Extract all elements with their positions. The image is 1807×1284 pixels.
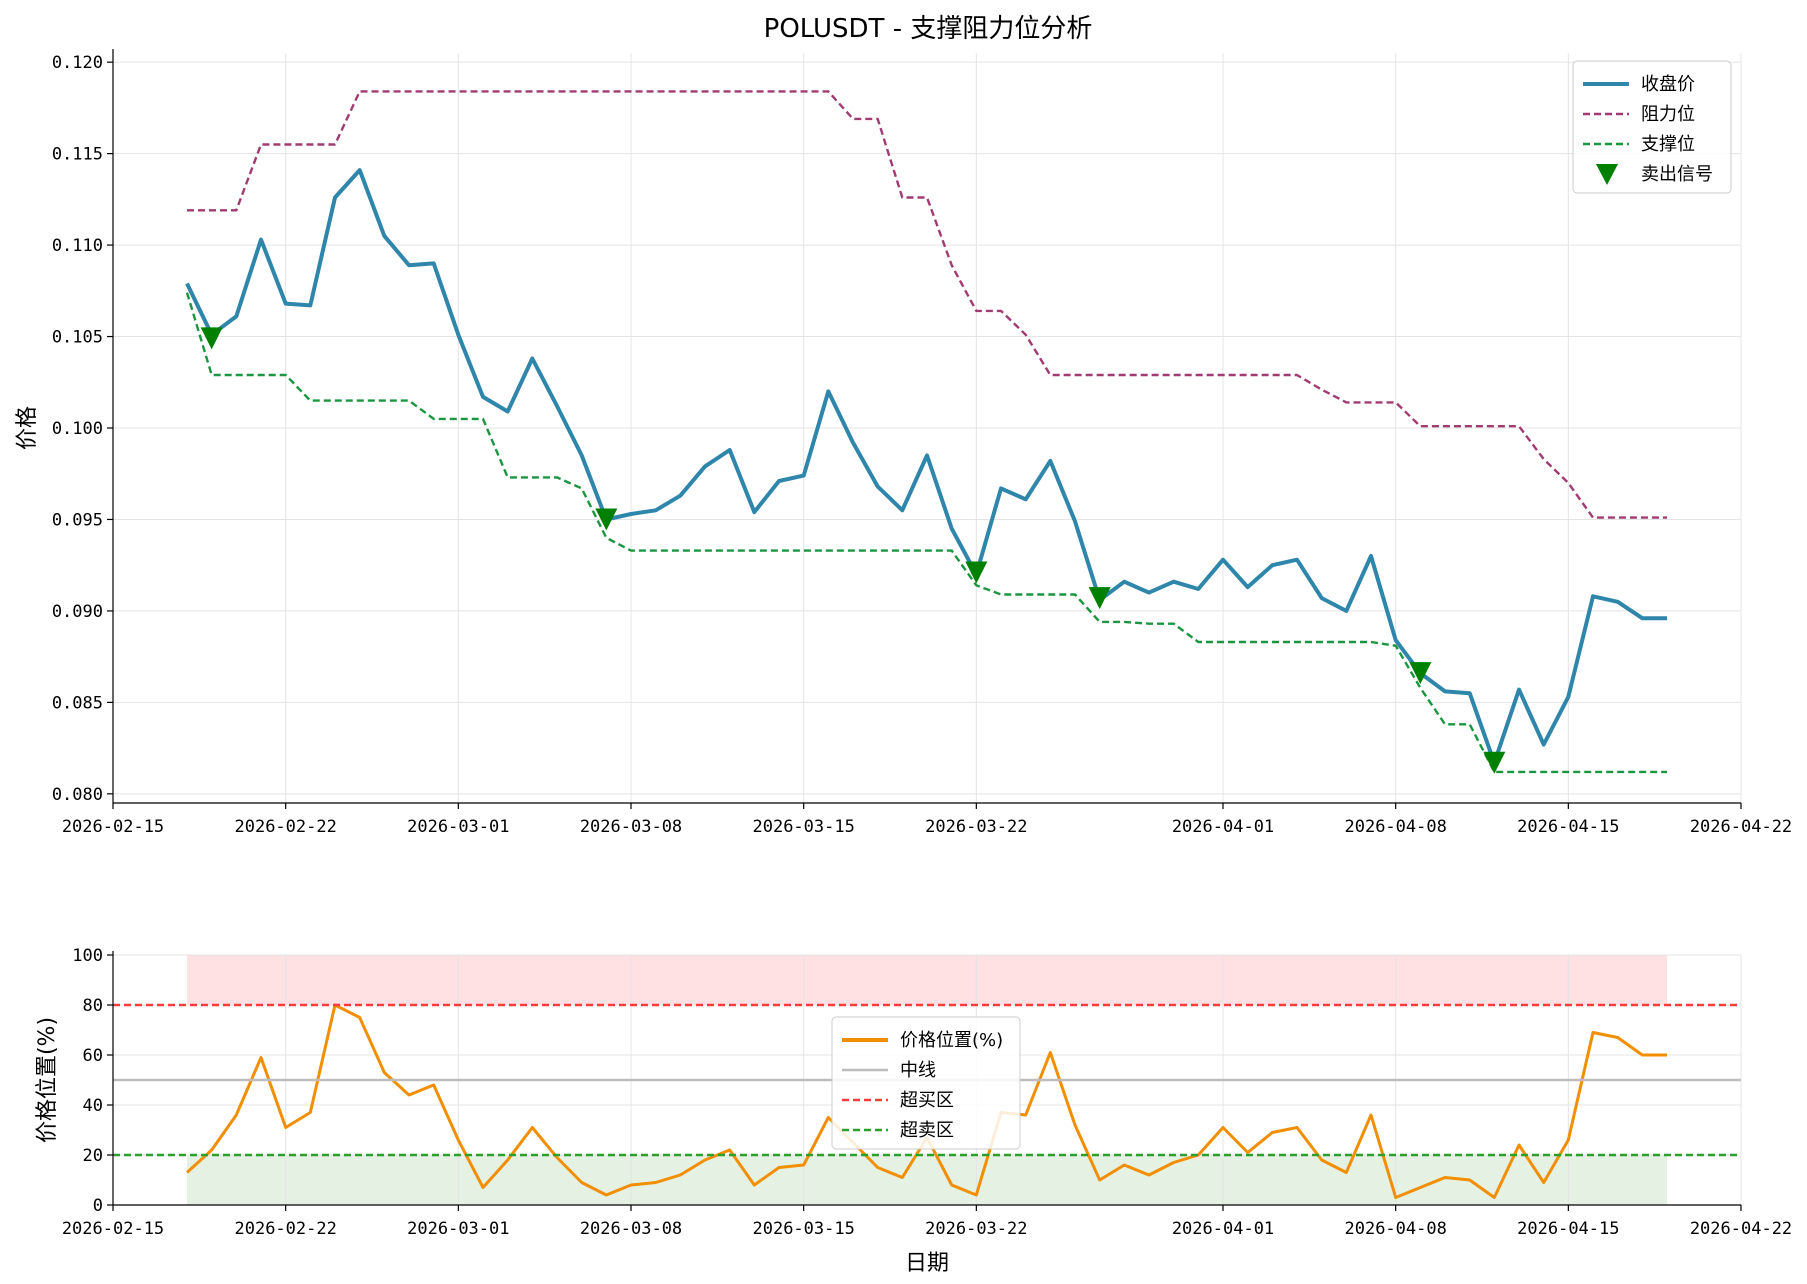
y-tick-label: 0 — [93, 1196, 103, 1216]
chart-title: POLUSDT - 支撑阻力位分析 — [764, 14, 1093, 44]
x-tick-label: 2026-03-15 — [752, 1219, 854, 1239]
y-tick-label: 80 — [83, 996, 103, 1016]
sell-signal-marker — [200, 327, 223, 350]
y-tick-label: 0.090 — [52, 602, 103, 622]
x-tick-label: 2026-04-15 — [1517, 817, 1619, 837]
series-line-0 — [185, 168, 1667, 765]
legend-entry: 阻力位 — [1641, 104, 1695, 125]
zone-band-1 — [187, 1155, 1667, 1205]
series-line-2 — [185, 292, 1667, 774]
y-tick-label: 0.100 — [52, 419, 103, 439]
legend-swatch — [1596, 164, 1618, 185]
y-tick-label: 0.095 — [52, 510, 103, 530]
legend-entry: 支撑位 — [1641, 134, 1695, 155]
legend-entry: 中线 — [900, 1060, 936, 1081]
x-tick-label: 2026-02-15 — [62, 817, 164, 837]
x-tick-label: 2026-03-22 — [925, 817, 1027, 837]
y-tick-label: 0.105 — [52, 328, 103, 348]
sell-signal-marker — [595, 508, 618, 531]
x-tick-label: 2026-03-15 — [752, 817, 854, 837]
x-tick-label: 2026-04-01 — [1172, 1219, 1274, 1239]
y-tick-label: 0.080 — [52, 785, 103, 805]
sell-signal-marker — [1409, 662, 1432, 685]
y-axis-title: 价格 — [15, 406, 40, 450]
y-tick-label: 0.085 — [52, 693, 103, 713]
x-tick-label: 2026-04-08 — [1344, 1219, 1446, 1239]
x-tick-label: 2026-03-08 — [580, 817, 682, 837]
legend-entry: 卖出信号 — [1641, 164, 1713, 185]
legend-frame — [1572, 60, 1732, 194]
x-tick-label: 2026-02-15 — [62, 1219, 164, 1239]
x-axis-title: 日期 — [905, 1251, 949, 1276]
x-tick-label: 2026-04-15 — [1517, 1219, 1619, 1239]
y-tick-label: 0.120 — [52, 53, 103, 73]
x-tick-label: 2026-02-22 — [234, 817, 336, 837]
y-tick-label: 20 — [83, 1146, 103, 1166]
legend-frame — [831, 1016, 1021, 1150]
y-tick-label: 0.110 — [52, 236, 103, 256]
legend-entry: 超卖区 — [900, 1120, 954, 1141]
price-panel: 2026-02-15 2026-02-22 2026-03-01 2026-03-08… — [15, 49, 1792, 837]
y-tick-label: 40 — [83, 1096, 103, 1116]
legend-entry: 价格位置(%) — [900, 1030, 1003, 1051]
sell-signal-marker — [1088, 587, 1111, 610]
x-tick-label: 2026-03-22 — [925, 1219, 1027, 1239]
x-tick-label: 2026-03-01 — [407, 1219, 509, 1239]
x-tick-label: 2026-02-22 — [234, 1219, 336, 1239]
position-panel: 2026-02-15 2026-02-22 2026-03-01 2026-03-08… — [35, 946, 1792, 1276]
x-tick-label: 2026-03-01 — [407, 817, 509, 837]
y-axis-title: 价格位置(%) — [35, 1017, 60, 1143]
x-tick-label: 2026-04-22 — [1690, 817, 1792, 837]
x-tick-label: 2026-03-08 — [580, 1219, 682, 1239]
y-tick-label: 60 — [83, 1046, 103, 1066]
y-tick-label: 100 — [72, 946, 103, 966]
sell-signal-marker — [1483, 751, 1506, 774]
sell-signal-marker — [965, 561, 988, 584]
zone-band-0 — [187, 955, 1667, 1005]
x-tick-label: 2026-04-01 — [1172, 817, 1274, 837]
y-tick-label: 0.115 — [52, 145, 103, 165]
x-tick-label: 2026-04-22 — [1690, 1219, 1792, 1239]
legend-entry: 超买区 — [900, 1090, 954, 1111]
legend-entry: 收盘价 — [1641, 74, 1695, 95]
x-tick-label: 2026-04-08 — [1344, 817, 1446, 837]
